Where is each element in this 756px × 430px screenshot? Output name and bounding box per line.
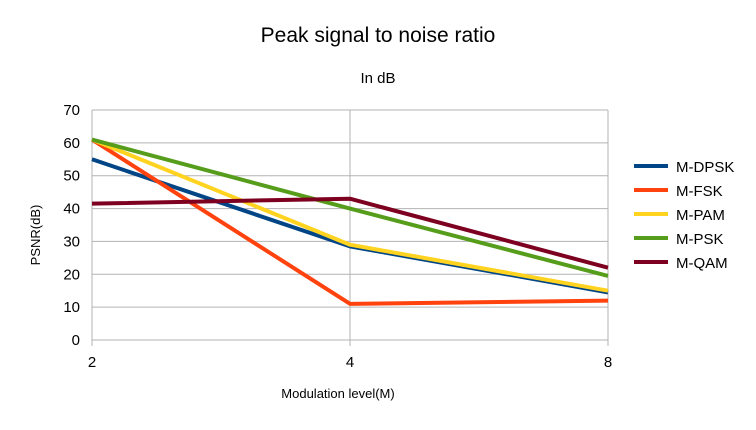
chart-title: Peak signal to noise ratio xyxy=(261,24,496,47)
x-tick-labels: 2 4 8 xyxy=(88,340,612,371)
legend-label: M-QAM xyxy=(676,255,728,272)
y-tick-label: 10 xyxy=(63,299,80,316)
y-tick-labels: 0 10 20 30 40 50 60 70 xyxy=(63,102,80,349)
x-tick-label: 4 xyxy=(346,354,354,371)
y-tick-label: 30 xyxy=(63,233,80,250)
x-axis-label: Modulation level(M) xyxy=(281,386,394,401)
x-tick-label: 8 xyxy=(604,354,612,371)
y-tick-label: 40 xyxy=(63,201,80,218)
y-axis-label: PSNR(dB) xyxy=(28,205,43,266)
series-line-m-fsk xyxy=(90,137,609,306)
legend: M-DPSK M-FSK M-PAM M-PSK M-QAM xyxy=(634,159,734,272)
series-line-m-qam xyxy=(91,196,609,270)
legend-label: M-FSK xyxy=(676,183,723,200)
y-tick-label: 50 xyxy=(63,168,80,185)
y-tick-label: 60 xyxy=(63,135,80,152)
y-tick-label: 0 xyxy=(72,332,80,349)
series-lines xyxy=(90,137,609,306)
chart-subtitle: In dB xyxy=(360,70,395,87)
legend-label: M-PAM xyxy=(676,207,725,224)
series-line-m-psk xyxy=(91,137,609,278)
y-tick-label: 20 xyxy=(63,266,80,283)
x-tick-label: 2 xyxy=(88,354,96,371)
legend-label: M-PSK xyxy=(676,231,724,248)
y-tick-label: 70 xyxy=(63,102,80,119)
legend-label: M-DPSK xyxy=(676,159,734,176)
series-line-m-pam xyxy=(91,137,609,293)
